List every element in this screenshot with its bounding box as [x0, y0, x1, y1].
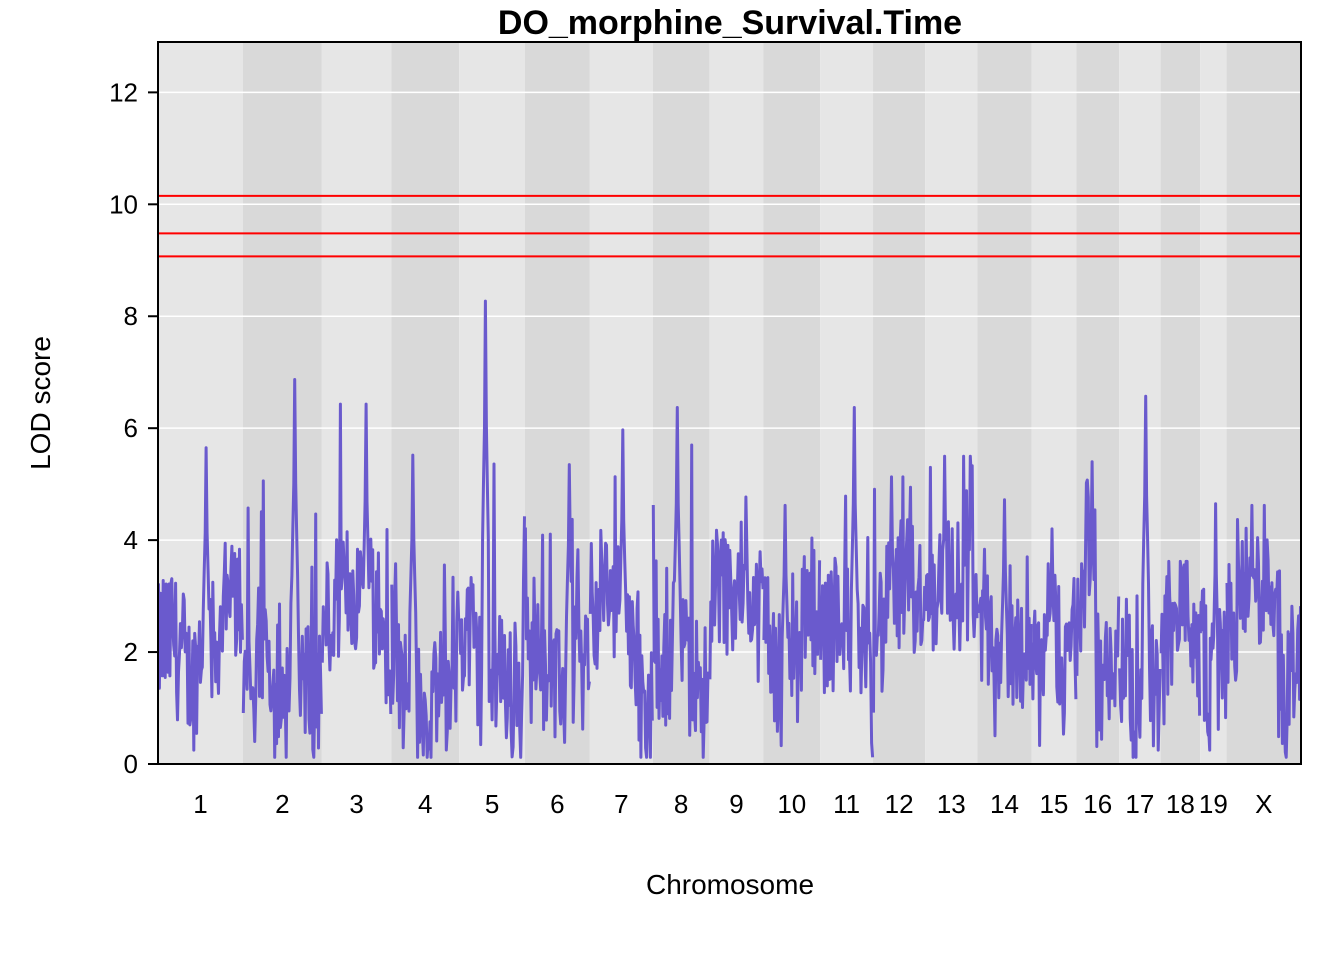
lod-line-chr-7 [588, 428, 654, 759]
x-tick-label-chr-15: 15 [1039, 789, 1068, 819]
lod-line-chr-18 [1159, 559, 1202, 726]
lod-line-chr-X [1225, 503, 1302, 759]
lod-line-chr-16 [1075, 460, 1121, 748]
lod-line-chr-6 [523, 463, 591, 744]
lod-line-chr-4 [390, 453, 461, 759]
x-tick-label-chr-5: 5 [485, 789, 499, 819]
lod-line-chr-5 [458, 299, 526, 759]
y-tick-label-4: 4 [124, 525, 138, 555]
x-tick-label-chr-19: 19 [1199, 789, 1228, 819]
chromosome-band-7 [589, 42, 653, 764]
chromosome-band-4 [391, 42, 460, 764]
lod-line-chr-3 [320, 402, 393, 715]
lod-line-chr-19 [1198, 502, 1228, 752]
x-tick-label-chr-14: 14 [990, 789, 1019, 819]
y-tick-label-0: 0 [124, 749, 138, 779]
x-axis-label: Chromosome [646, 869, 814, 900]
x-tick-label-chr-9: 9 [729, 789, 743, 819]
lod-line-chr-9 [708, 495, 765, 683]
lod-line-chr-11 [819, 406, 875, 758]
lod-line-chr-13 [924, 454, 979, 652]
x-tick-label-chr-13: 13 [937, 789, 966, 819]
lod-series [157, 299, 1302, 759]
threshold-lines [158, 194, 1301, 258]
chromosome-band-13 [925, 42, 978, 764]
x-tick-label-chr-7: 7 [614, 789, 628, 819]
x-tick-label-chr-10: 10 [777, 789, 806, 819]
x-tick-label-chr-16: 16 [1083, 789, 1112, 819]
x-tick-label-chr-6: 6 [550, 789, 564, 819]
y-tick-label-2: 2 [124, 637, 138, 667]
x-tick-label-chr-3: 3 [349, 789, 363, 819]
y-tick-label-8: 8 [124, 301, 138, 331]
lod-line-chr-14 [976, 498, 1033, 738]
x-tick-label-chr-18: 18 [1166, 789, 1195, 819]
plot-frame [157, 41, 1302, 765]
lod-line-chr-1 [157, 446, 244, 752]
x-tick-label-chr-11: 11 [833, 789, 860, 819]
lod-line-chr-8 [651, 406, 711, 759]
y-axis-label: LOD score [25, 336, 56, 470]
chromosome-band-9 [709, 42, 764, 764]
lod-line-chr-17 [1118, 394, 1162, 759]
x-tick-label-chr-17: 17 [1125, 789, 1154, 819]
lod-line-chr-2 [241, 378, 323, 759]
y-tick-label-12: 12 [109, 77, 138, 107]
x-tick-label-chr-X: X [1255, 789, 1272, 819]
x-axis: 1 2 3 4 5 6 7 8 9 10 11 12 13 14 15 16 17 18 19 X [193, 789, 1272, 819]
x-tick-label-chr-8: 8 [674, 789, 688, 819]
x-tick-label-chr-4: 4 [418, 789, 432, 819]
lod-line-chr-12 [872, 475, 927, 713]
y-tick-label-10: 10 [109, 189, 138, 219]
x-tick-label-chr-12: 12 [885, 789, 914, 819]
chart-title: DO_morphine_Survival.Time [498, 4, 962, 42]
lod-line-chr-10 [762, 503, 822, 748]
y-axis: 0 2 4 6 8 10 12 [109, 77, 158, 779]
lod-line-chr-15 [1030, 527, 1078, 747]
y-tick-label-6: 6 [124, 413, 138, 443]
x-tick-label-chr-1: 1 [193, 789, 207, 819]
x-tick-label-chr-2: 2 [275, 789, 289, 819]
